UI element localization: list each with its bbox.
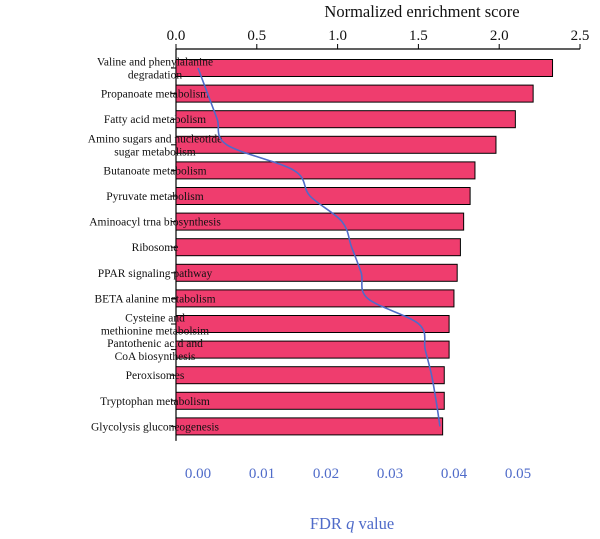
bottom-axis-tick-label: 0.02 bbox=[313, 466, 339, 482]
top-axis-tick-label: 1.5 bbox=[409, 28, 428, 44]
bar bbox=[175, 110, 516, 129]
category-label: Amino sugars and nucleotide bbox=[88, 133, 222, 145]
category-label: Ribosome bbox=[132, 242, 179, 254]
bar bbox=[175, 135, 497, 154]
bar bbox=[175, 289, 455, 308]
category-label: sugar metabolism bbox=[114, 146, 195, 158]
bottom-axis-title-q: q bbox=[346, 514, 354, 533]
bottom-axis-tick-label: 0.01 bbox=[249, 466, 275, 482]
bottom-axis-title-prefix: FDR bbox=[310, 514, 346, 533]
category-label: Cysteine and bbox=[125, 313, 185, 325]
bottom-axis-tick-label: 0.00 bbox=[185, 466, 211, 482]
bar bbox=[175, 391, 445, 410]
bar bbox=[175, 84, 534, 103]
category-label: Aminoacyl trna biosynthesis bbox=[89, 217, 221, 229]
category-label: Tryptophan metabolism bbox=[100, 396, 210, 408]
bar bbox=[175, 187, 471, 205]
bar bbox=[175, 59, 554, 77]
top-axis-tick-label: 2.5 bbox=[571, 28, 590, 44]
top-axis-tick-label: 0.5 bbox=[247, 28, 266, 44]
bottom-axis-tick-label: 0.03 bbox=[377, 466, 403, 482]
bottom-axis-tick-label: 0.05 bbox=[505, 466, 531, 482]
bottom-axis-tick-label: 0.04 bbox=[441, 466, 468, 482]
bottom-axis-title: FDR q value bbox=[310, 514, 394, 533]
category-label: degradation bbox=[128, 70, 183, 82]
category-label: CoA biosynthesis bbox=[115, 351, 196, 363]
top-axis-tick-label: 0.0 bbox=[167, 28, 186, 44]
category-label: Glycolysis gluconeogenesis bbox=[91, 421, 220, 433]
top-axis-tick-label: 2.0 bbox=[490, 28, 509, 44]
bar bbox=[175, 340, 450, 359]
category-label: BETA alanine metabolism bbox=[94, 293, 215, 305]
category-label: Pantothenic acid and bbox=[107, 338, 203, 350]
bottom-axis-title-suffix: value bbox=[354, 514, 394, 533]
category-label: Butanoate metabolism bbox=[103, 165, 206, 177]
fdr-line bbox=[197, 67, 441, 427]
category-label: Fatty acid metabolism bbox=[104, 114, 206, 126]
category-label: PPAR signaling pathway bbox=[98, 268, 213, 280]
category-label: methionine metabolsim bbox=[101, 326, 209, 338]
top-axis-title: Normalized enrichment score bbox=[324, 2, 519, 21]
top-axis-tick-label: 1.0 bbox=[328, 28, 347, 44]
bar bbox=[175, 263, 458, 282]
category-label: Pyruvate metabolism bbox=[106, 191, 203, 203]
category-label: Peroxisomes bbox=[126, 370, 185, 382]
category-label: Propanoate metabolism bbox=[101, 89, 209, 101]
bar bbox=[175, 238, 461, 257]
category-label: Valine and phenylalanine bbox=[97, 57, 213, 69]
bar bbox=[175, 161, 476, 180]
bar bbox=[175, 366, 445, 385]
